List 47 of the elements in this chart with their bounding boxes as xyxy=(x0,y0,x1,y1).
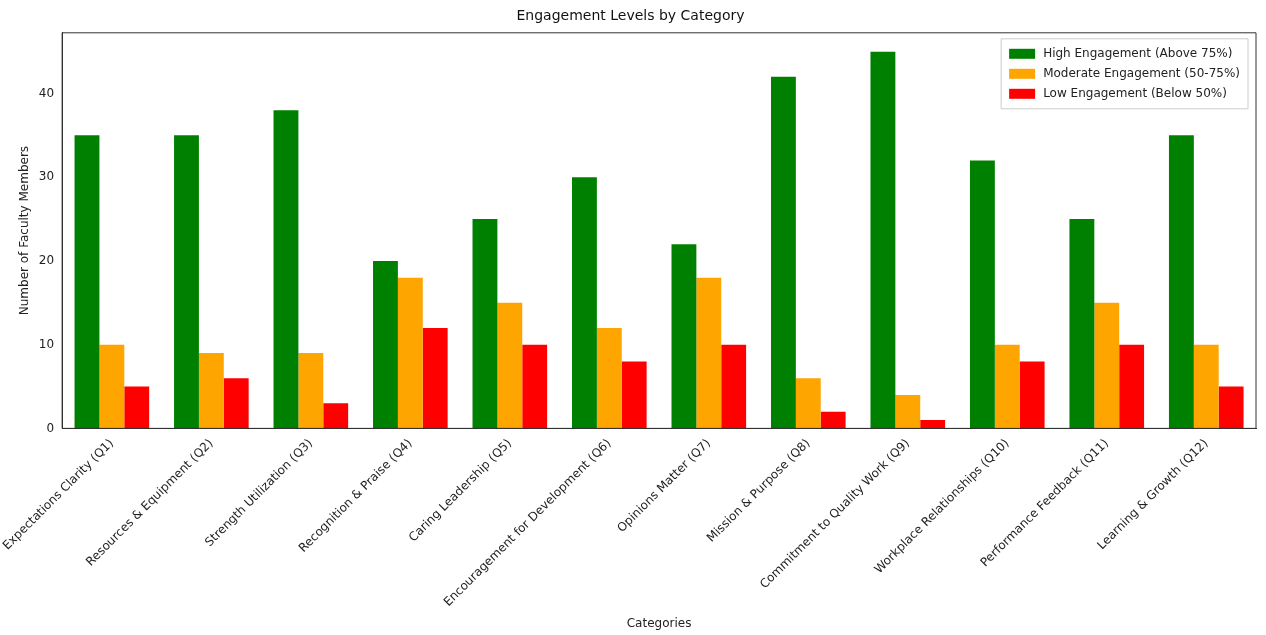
bar xyxy=(472,219,498,429)
bar xyxy=(198,353,224,429)
bar xyxy=(572,177,597,429)
bar xyxy=(1094,302,1120,429)
bar xyxy=(522,344,548,429)
bar xyxy=(323,403,349,429)
bar xyxy=(770,76,796,429)
y-tick-label: 30 xyxy=(38,169,55,184)
bar xyxy=(969,160,995,429)
bar xyxy=(596,327,622,429)
bar xyxy=(298,353,324,429)
bar xyxy=(895,394,921,429)
bar xyxy=(696,277,722,429)
bar xyxy=(1119,344,1145,429)
bar xyxy=(223,378,249,429)
bar xyxy=(1218,386,1244,429)
bar xyxy=(74,135,100,429)
bar xyxy=(174,135,199,429)
chart-title: Engagement Levels by Category xyxy=(516,7,745,24)
y-tick-label: 10 xyxy=(38,336,55,351)
y-tick-label: 20 xyxy=(38,253,55,268)
legend-label: Low Engagement (Below 50%) xyxy=(1043,85,1227,100)
bar xyxy=(1069,219,1095,429)
bar xyxy=(870,51,896,429)
bar xyxy=(124,386,150,429)
bar xyxy=(273,110,299,429)
bar xyxy=(373,260,398,429)
bar xyxy=(994,344,1020,429)
bar xyxy=(1193,344,1219,429)
x-axis-title: Categories xyxy=(626,615,692,630)
bar xyxy=(671,244,697,429)
bar xyxy=(920,420,946,429)
bar xyxy=(721,344,747,429)
bar xyxy=(1168,135,1194,429)
legend-label: Moderate Engagement (50-75%) xyxy=(1043,65,1240,80)
bar xyxy=(820,411,846,429)
bar xyxy=(1019,361,1045,429)
bar xyxy=(397,277,423,429)
bar xyxy=(99,344,125,429)
y-tick-label: 0 xyxy=(46,420,55,435)
bar xyxy=(795,378,821,429)
bar xyxy=(422,327,448,429)
bar xyxy=(621,361,647,429)
bar xyxy=(497,302,523,429)
y-axis-title: Number of Faculty Members xyxy=(16,145,31,316)
y-tick-label: 40 xyxy=(38,85,55,100)
legend-label: High Engagement (Above 75%) xyxy=(1043,45,1233,60)
